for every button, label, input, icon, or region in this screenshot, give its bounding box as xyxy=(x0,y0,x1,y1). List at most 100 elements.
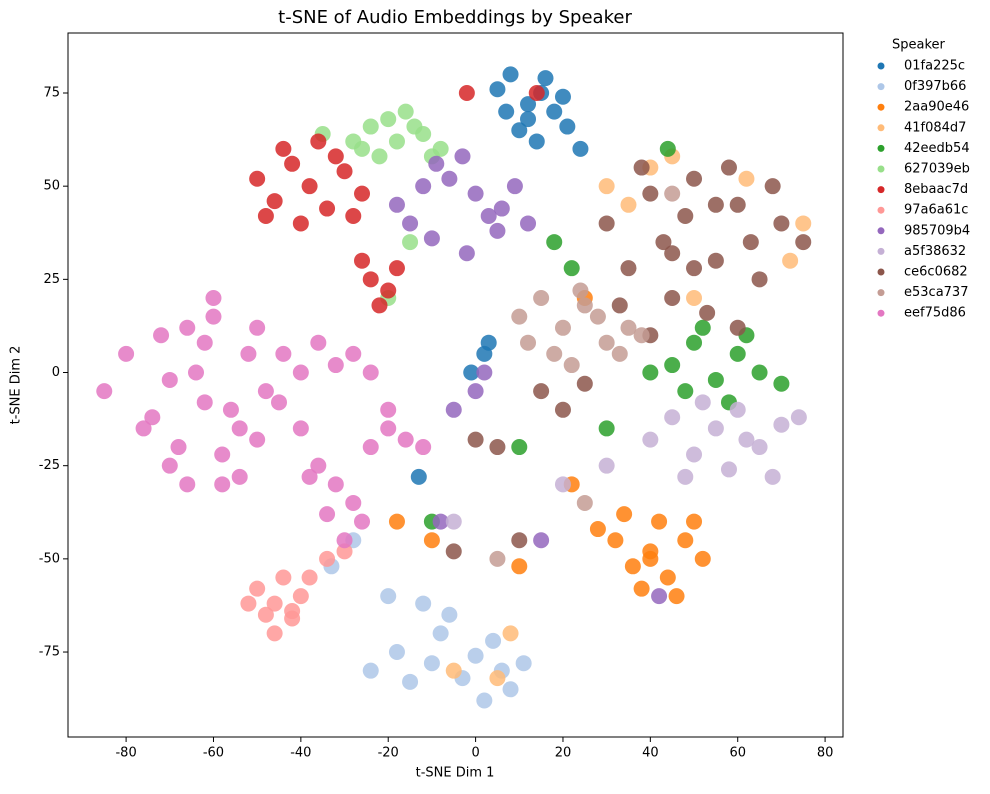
scatter-point xyxy=(397,103,414,120)
scatter-point xyxy=(773,375,790,392)
legend-label: 41f084d7 xyxy=(904,120,966,135)
scatter-point xyxy=(240,345,257,362)
scatter-point xyxy=(559,118,576,135)
y-tick-label: -25 xyxy=(39,458,60,473)
scatter-point xyxy=(222,401,239,418)
scatter-point xyxy=(362,662,379,679)
scatter-point xyxy=(537,70,554,87)
scatter-point xyxy=(707,196,724,213)
legend-marker xyxy=(877,186,885,194)
scatter-point xyxy=(620,319,637,336)
scatter-point xyxy=(196,334,213,351)
scatter-point xyxy=(388,196,405,213)
scatter-point xyxy=(795,215,812,232)
scatter-point xyxy=(423,655,440,672)
scatter-point xyxy=(310,457,327,474)
legend-marker xyxy=(877,227,885,235)
scatter-point xyxy=(554,319,571,336)
legend-label: 2aa90e46 xyxy=(904,100,969,115)
scatter-point xyxy=(271,394,288,411)
scatter-point xyxy=(319,200,336,217)
scatter-point xyxy=(480,334,497,351)
legend-marker xyxy=(877,124,885,132)
scatter-point xyxy=(467,185,484,202)
scatter-point xyxy=(554,88,571,105)
scatter-point xyxy=(686,334,703,351)
scatter-point xyxy=(664,409,681,426)
x-tick-label: 60 xyxy=(729,746,746,761)
scatter-point xyxy=(729,196,746,213)
scatter-point xyxy=(511,558,528,575)
scatter-point xyxy=(502,66,519,83)
scatter-point xyxy=(388,513,405,530)
scatter-point xyxy=(782,252,799,269)
scatter-point xyxy=(231,420,248,437)
scatter-point xyxy=(292,364,309,381)
scatter-point xyxy=(589,521,606,538)
legend-label: 8ebaac7d xyxy=(904,182,968,197)
legend-marker xyxy=(877,206,885,214)
legend-label: eef75d86 xyxy=(904,306,966,321)
scatter-point xyxy=(511,439,528,456)
scatter-point xyxy=(249,319,266,336)
scatter-point xyxy=(729,401,746,418)
scatter-point xyxy=(611,297,628,314)
scatter-point xyxy=(249,431,266,448)
scatter-point xyxy=(489,222,506,239)
legend-label: e53ca737 xyxy=(904,285,968,300)
scatter-point xyxy=(520,215,537,232)
scatter-point xyxy=(520,96,537,113)
scatter-point xyxy=(742,234,759,251)
legend-label: a5f38632 xyxy=(904,244,966,259)
scatter-point xyxy=(310,133,327,150)
scatter-point xyxy=(196,394,213,411)
scatter-point xyxy=(445,662,462,679)
scatter-point xyxy=(249,580,266,597)
scatter-point xyxy=(642,364,659,381)
scatter-point xyxy=(520,111,537,128)
y-tick-label: 25 xyxy=(43,272,60,287)
legend-marker xyxy=(877,144,885,152)
scatter-point xyxy=(677,468,694,485)
scatter-point xyxy=(362,439,379,456)
scatter-point xyxy=(310,334,327,351)
scatter-point xyxy=(511,308,528,325)
scatter-point xyxy=(699,304,716,321)
scatter-point xyxy=(607,532,624,549)
scatter-point xyxy=(694,550,711,567)
scatter-point xyxy=(751,439,768,456)
scatter-point xyxy=(179,476,196,493)
scatter-point xyxy=(402,215,419,232)
scatter-point xyxy=(362,271,379,288)
scatter-point xyxy=(144,409,161,426)
scatter-point xyxy=(388,644,405,661)
plot-frame xyxy=(67,32,844,738)
scatter-point xyxy=(319,550,336,567)
scatter-point xyxy=(511,532,528,549)
scatter-point xyxy=(179,319,196,336)
scatter-point xyxy=(554,476,571,493)
scatter-point xyxy=(589,308,606,325)
scatter-point xyxy=(371,297,388,314)
scatter-point xyxy=(432,625,449,642)
scatter-point xyxy=(354,513,371,530)
legend-marker xyxy=(877,83,885,91)
scatter-point xyxy=(611,345,628,362)
scatter-point xyxy=(380,588,397,605)
scatter-point xyxy=(677,383,694,400)
scatter-point xyxy=(764,468,781,485)
scatter-point xyxy=(773,416,790,433)
scatter-point xyxy=(576,375,593,392)
scatter-point xyxy=(498,103,515,120)
scatter-point xyxy=(489,81,506,98)
scatter-point xyxy=(677,532,694,549)
scatter-point xyxy=(686,260,703,277)
x-tick-label: 40 xyxy=(642,746,659,761)
scatter-point xyxy=(515,655,532,672)
scatter-point xyxy=(655,234,672,251)
scatter-point xyxy=(751,364,768,381)
scatter-point xyxy=(528,85,545,102)
scatter-point xyxy=(380,111,397,128)
legend-marker xyxy=(877,309,885,317)
